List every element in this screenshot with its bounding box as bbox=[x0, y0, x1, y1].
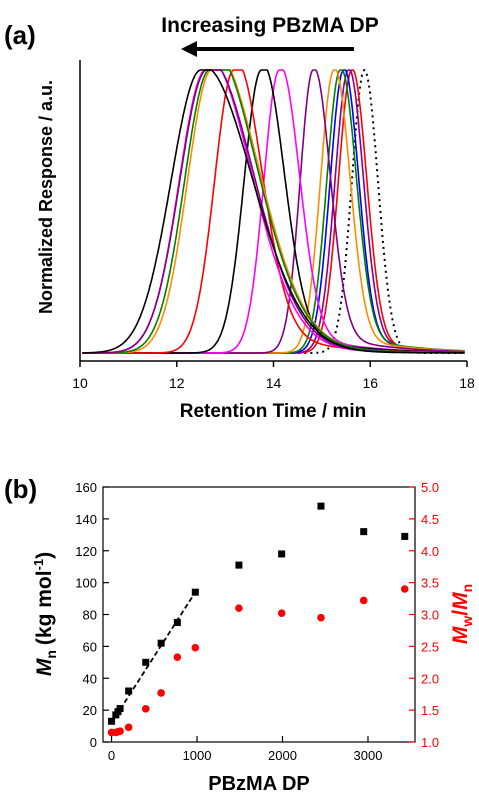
panel-b-x-tick-label: 1000 bbox=[183, 748, 212, 763]
panel-b-right-axis-label: Mw/Mn bbox=[449, 584, 475, 644]
panel-b-right-tick-label: 3.0 bbox=[421, 608, 439, 623]
panel-b-markers bbox=[107, 502, 409, 737]
dispersity-data-point bbox=[141, 705, 150, 713]
mn-unit-superscript: -1 bbox=[31, 559, 46, 571]
mn-data-point bbox=[317, 502, 325, 510]
sec-trace-14 bbox=[82, 69, 465, 354]
panel-b-left-tick-label: 20 bbox=[83, 703, 97, 718]
panel-a-x-tick-label: 18 bbox=[459, 375, 475, 391]
dispersity-data-point bbox=[235, 604, 243, 612]
panel-b-x-tick-label: 0 bbox=[108, 748, 115, 763]
mn-subscript-right: n bbox=[459, 584, 475, 593]
panel-b-right-tick-label: 5.0 bbox=[421, 480, 439, 495]
panel-b-x-tick-label: 2000 bbox=[268, 748, 297, 763]
sec-trace-13 bbox=[82, 69, 465, 354]
dispersity-data-point bbox=[191, 643, 200, 652]
mn-data-point bbox=[157, 639, 165, 647]
dispersity-data-point bbox=[173, 653, 182, 662]
panel-b-right-tick-label: 1.0 bbox=[421, 735, 439, 750]
panel-a-label: (a) bbox=[4, 20, 36, 50]
mn-data-point bbox=[142, 658, 150, 666]
sec-trace-6 bbox=[82, 69, 465, 354]
panel-b-left-tick-label: 0 bbox=[90, 735, 97, 750]
mn-data-point bbox=[401, 532, 409, 540]
ratio-slash: / bbox=[449, 610, 472, 616]
panel-b-left-axis-label: Mn (kg mol-1) bbox=[31, 552, 59, 676]
panel-b-right-tick-label: 2.5 bbox=[421, 639, 439, 654]
mn-data-point bbox=[360, 528, 368, 536]
mn-data-point bbox=[108, 717, 116, 725]
mn-data-point bbox=[191, 588, 199, 596]
sec-trace-3 bbox=[82, 69, 465, 354]
panel-b-right-tick-label: 2.0 bbox=[421, 671, 439, 686]
mn-unit: (kg mol bbox=[33, 570, 56, 645]
sec-trace-15 bbox=[82, 69, 465, 354]
panel-b-right-tick-label: 1.5 bbox=[421, 703, 439, 718]
panel-a-x-axis-label: Retention Time / min bbox=[180, 401, 367, 422]
panel-b-left-tick-label: 140 bbox=[75, 512, 97, 527]
panel-b-right-ticks: 1.0 1.5 2.0 2.5 3.0 3.5 4.0 4.5 5.0 bbox=[409, 480, 439, 750]
panel-a-x-ticks: 10 12 14 16 18 bbox=[72, 361, 475, 391]
panel-b-left-ticks: 0 20 40 60 80 100 120 140 160 bbox=[75, 480, 109, 750]
dispersity-data-point bbox=[277, 609, 286, 618]
panel-b-right-tick-label: 4.5 bbox=[421, 512, 439, 527]
panel-b-x-ticks: 0 1000 2000 3000 bbox=[108, 736, 383, 763]
dispersity-data-point bbox=[116, 727, 124, 735]
dispersity-data-point bbox=[400, 585, 409, 593]
panel-b-right-tick-label: 3.5 bbox=[421, 576, 439, 591]
panel-b-fit-line bbox=[110, 591, 197, 724]
panel-a-x-tick-label: 14 bbox=[266, 375, 282, 391]
panel-a-curves bbox=[82, 69, 465, 354]
panel-b-label: (b) bbox=[4, 474, 37, 504]
mn-symbol-right: M bbox=[449, 592, 472, 610]
panel-b-left-tick-label: 80 bbox=[83, 608, 97, 623]
panel-a-x-tick-label: 10 bbox=[72, 375, 88, 391]
panel-b-right-tick-label: 4.0 bbox=[421, 544, 439, 559]
dispersity-data-point bbox=[359, 596, 368, 605]
sec-trace-4 bbox=[82, 69, 465, 354]
mn-data-point bbox=[173, 618, 181, 626]
panel-b-left-tick-label: 40 bbox=[83, 671, 97, 686]
panel-a-y-axis-label: Normalized Response / a.u. bbox=[36, 80, 56, 314]
sec-trace-11 bbox=[82, 69, 465, 354]
panel-a: (a) Increasing PBzMA DP 10 12 14 16 18 Norma… bbox=[4, 14, 475, 422]
panel-b-x-axis-label: PBzMA DP bbox=[208, 773, 309, 795]
mn-unit-close: ) bbox=[33, 552, 56, 559]
panel-b-left-tick-label: 100 bbox=[75, 576, 97, 591]
panel-b-left-tick-label: 120 bbox=[75, 544, 97, 559]
mn-data-point bbox=[125, 687, 133, 695]
mn-symbol: M bbox=[33, 658, 56, 676]
dispersity-data-point bbox=[317, 613, 325, 622]
mw-symbol: M bbox=[449, 626, 472, 644]
mn-subscript: n bbox=[43, 650, 59, 659]
panel-a-arrow-head bbox=[181, 41, 197, 57]
mn-data-point bbox=[116, 705, 124, 713]
mn-data-point bbox=[278, 550, 286, 558]
panel-b-left-tick-label: 160 bbox=[75, 480, 97, 495]
sec-trace-5 bbox=[82, 69, 465, 354]
dispersity-data-point bbox=[124, 723, 133, 732]
sec-trace-10 bbox=[82, 69, 465, 354]
dispersity-data-point bbox=[157, 689, 165, 697]
panel-b-plot-frame bbox=[102, 486, 416, 743]
sec-trace-1 bbox=[82, 69, 465, 354]
mn-data-point bbox=[235, 561, 243, 569]
sec-trace-2 bbox=[82, 69, 465, 354]
panel-b-x-tick-label: 3000 bbox=[354, 748, 383, 763]
panel-a-x-tick-label: 16 bbox=[362, 375, 378, 391]
sec-trace-12 bbox=[82, 69, 465, 354]
panel-b-left-tick-label: 60 bbox=[83, 639, 97, 654]
mw-subscript: w bbox=[459, 616, 475, 628]
sec-trace-9 bbox=[82, 69, 465, 354]
sec-trace-7 bbox=[82, 69, 465, 354]
panel-a-x-tick-label: 12 bbox=[169, 375, 185, 391]
panel-a-annotation: Increasing PBzMA DP bbox=[161, 14, 378, 37]
panel-b: (b) 0 1000 2000 3000 020406080100120140160 … bbox=[4, 474, 475, 795]
sec-trace-8 bbox=[82, 69, 465, 354]
